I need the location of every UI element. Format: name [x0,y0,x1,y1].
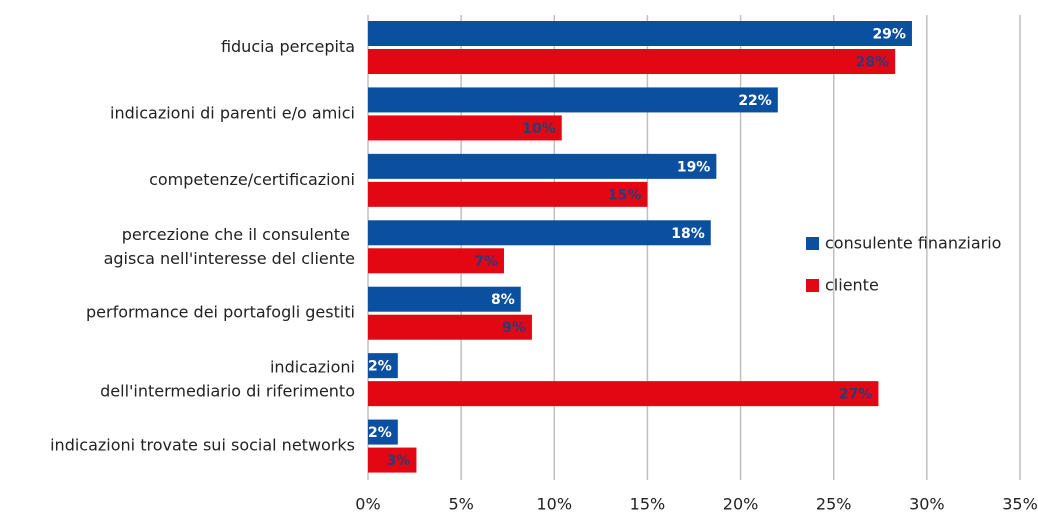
bar [368,115,562,141]
x-tick-label: 25% [816,495,852,514]
bar [368,419,398,445]
bar [368,286,521,312]
bar [368,248,504,274]
bar [368,21,912,46]
value-label: 9% [502,320,526,336]
x-tick-label: 10% [537,495,573,514]
legend-swatch [806,279,819,292]
value-label: 7% [474,254,498,270]
value-label: 18% [671,226,705,242]
value-label: 15% [608,187,642,203]
y-tick-label: indicazioni dell'intermediario di riferim… [100,357,355,400]
value-label: 2% [368,359,392,375]
x-tick-label: 30% [909,495,945,514]
y-tick-label: indicazioni trovate sui social networks [50,436,355,455]
bar [368,314,532,340]
bar [368,381,879,407]
x-tick-label: 5% [448,495,473,514]
bar [368,447,417,473]
y-tick-label: percezione che il consulente agisca nell… [104,224,355,267]
value-label: 8% [491,292,515,308]
value-label: 28% [856,55,890,71]
bar [368,220,711,246]
value-label: 22% [738,93,772,109]
legend-label: consulente finanziario [825,234,1001,253]
y-tick-label: competenze/certificazioni [149,170,355,189]
x-tick-label: 35% [1002,495,1038,514]
value-label: 27% [839,387,873,403]
y-tick-label: performance dei portafogli gestiti [86,303,355,322]
bar [368,181,648,207]
value-label: 19% [677,159,711,175]
value-label: 3% [387,453,411,469]
legend-swatch [806,237,819,250]
value-label: 29% [872,27,906,43]
y-tick-label: indicazioni di parenti e/o amici [110,103,355,122]
bar [368,49,896,74]
value-label: 10% [522,121,556,137]
bar [368,153,717,179]
bar [368,353,398,379]
x-tick-label: 0% [355,495,380,514]
legend-label: cliente [825,276,879,295]
y-tick-label: fiducia percepita [221,37,355,56]
x-tick-label: 15% [630,495,666,514]
x-tick-label: 20% [723,495,759,514]
bar [368,87,778,113]
value-label: 2% [368,425,392,441]
